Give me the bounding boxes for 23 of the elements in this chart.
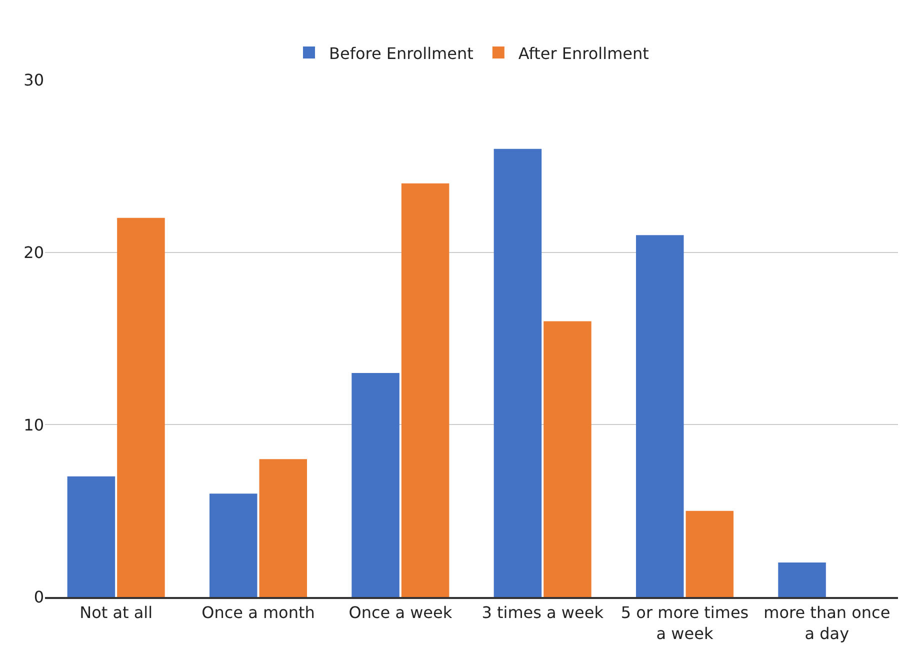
x-tick-label: more than once a day	[764, 603, 890, 643]
x-tick-label: 3 times a week	[482, 603, 604, 622]
bar	[778, 562, 826, 597]
bar	[209, 494, 258, 597]
x-tick-label: Once a week	[348, 603, 453, 622]
legend-label: Before Enrollment	[329, 44, 474, 63]
bar	[259, 459, 308, 597]
legend-label: After Enrollment	[518, 44, 649, 63]
bar	[636, 235, 684, 597]
x-tick-label: Not at all	[80, 603, 153, 622]
bar	[544, 321, 592, 597]
bar	[352, 372, 400, 597]
y-tick-label: 20	[24, 242, 44, 262]
y-tick-label: 0	[34, 588, 44, 607]
bar	[117, 218, 165, 597]
x-tick-label: 5 or more times a week	[620, 603, 749, 643]
bar	[686, 510, 734, 597]
y-tick-label: 30	[24, 70, 44, 90]
x-tick-label: Once a month	[202, 603, 315, 622]
y-tick-label: 10	[24, 415, 44, 434]
bar	[494, 148, 542, 597]
bar	[401, 183, 450, 597]
bar	[67, 476, 116, 597]
